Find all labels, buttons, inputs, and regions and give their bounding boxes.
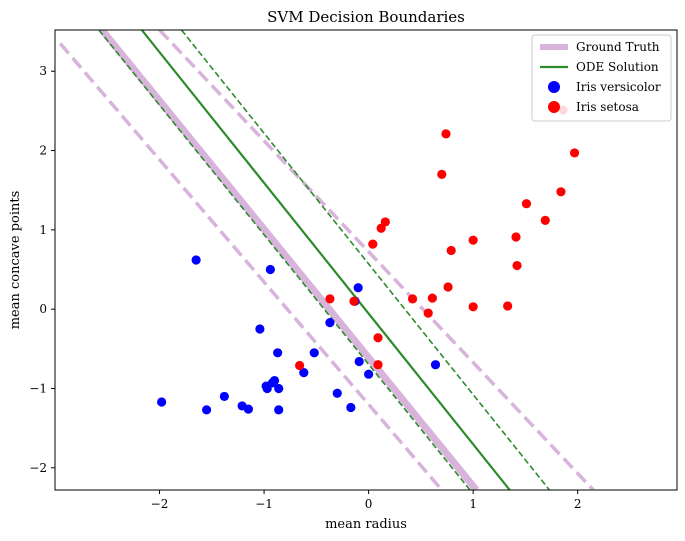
iris-setosa-point-12: [446, 245, 456, 256]
iris-setosa-point-3: [437, 169, 447, 179]
legend: Ground Truth ODE Solution Iris versicolor I…: [531, 34, 672, 122]
iris-setosa-point-6: [540, 215, 550, 225]
y-tick-label-5: 3: [39, 64, 47, 78]
iris-versicolor-point-22: [354, 356, 364, 367]
boundary-lines: [58, 30, 595, 490]
x-tick-label-1: −1: [255, 497, 273, 511]
iris-versicolor-point-18: [201, 405, 212, 415]
y-tick-label-0: −2: [29, 461, 47, 475]
iris-versicolor-point-2: [255, 324, 265, 334]
iris-versicolor-point-14: [219, 391, 229, 402]
legend-swatch-iris-setosa: [548, 101, 560, 113]
legend-box: [531, 34, 672, 122]
legend-swatch-iris-versicolor: [548, 81, 560, 93]
iris-setosa-point-15: [325, 294, 335, 304]
y-axis-label: mean concave points: [8, 191, 23, 330]
iris-versicolor-point-17: [274, 405, 284, 415]
iris-setosa-point-13: [512, 260, 522, 271]
iris-setosa-point-20: [503, 301, 513, 311]
iris-versicolor-point-12: [262, 383, 272, 394]
iris-versicolor-point-19: [157, 397, 167, 407]
x-axis-ticks: −2 −1 0 1 2: [151, 490, 582, 511]
iris-versicolor-point-23: [364, 369, 374, 379]
iris-versicolor-point-6: [353, 283, 363, 293]
iris-setosa-point-16: [407, 294, 418, 304]
iris-setosa-point-8: [376, 223, 386, 233]
data-points: [157, 105, 580, 415]
iris-versicolor-point-0: [191, 255, 201, 265]
x-tick-label-2: 0: [365, 497, 373, 511]
ground-truth-margin-line-1: [58, 42, 444, 490]
ode-solution-margin-line-5: [180, 30, 551, 490]
iris-setosa-point-0: [441, 129, 451, 139]
legend-label-ode-solution: ODE Solution: [576, 60, 659, 74]
legend-label-iris-versicolor: Iris versicolor: [576, 80, 661, 94]
iris-versicolor-point-1: [265, 264, 275, 275]
ground-truth-boundary-line-0: [99, 30, 480, 490]
iris-versicolor-point-5: [325, 318, 335, 328]
iris-versicolor-point-3: [273, 348, 283, 358]
y-tick-label-3: 1: [39, 223, 47, 237]
iris-setosa-point-19: [468, 302, 478, 312]
iris-versicolor-point-24: [430, 360, 441, 370]
x-tick-label-3: 1: [469, 497, 477, 511]
ode-solution-boundary-line-3: [140, 30, 511, 490]
iris-setosa-point-21: [423, 308, 433, 318]
iris-setosa-point-2: [569, 148, 580, 158]
iris-setosa-point-17: [427, 293, 437, 303]
iris-setosa-point-22: [373, 333, 383, 343]
plot-frame: [54, 29, 678, 491]
iris-setosa-point-18: [349, 296, 359, 306]
iris-setosa-point-23: [373, 360, 383, 370]
iris-setosa-point-9: [511, 232, 521, 242]
y-tick-label-1: −1: [29, 381, 47, 395]
iris-setosa-point-5: [521, 199, 532, 209]
iris-setosa-point-11: [368, 239, 378, 249]
iris-versicolor-point-16: [243, 404, 253, 414]
iris-setosa-point-14: [443, 282, 453, 292]
iris-versicolor-point-4: [309, 348, 319, 358]
legend-label-ground-truth: Ground Truth: [576, 40, 660, 54]
iris-versicolor-point-8: [299, 368, 309, 378]
ground-truth-margin-line-2: [158, 30, 595, 490]
iris-versicolor-point-20: [332, 388, 342, 398]
iris-setosa-point-4: [556, 187, 566, 197]
x-tick-label-4: 2: [574, 497, 582, 511]
iris-versicolor-point-21: [346, 402, 356, 413]
iris-versicolor-point-13: [274, 383, 284, 394]
y-axis-ticks: −2 −1 0 1 2 3: [29, 64, 55, 475]
iris-setosa-point-10: [468, 235, 478, 245]
chart-title: SVM Decision Boundaries: [267, 8, 465, 26]
y-tick-label-4: 2: [39, 144, 47, 158]
x-axis-label: mean radius: [325, 517, 407, 532]
legend-label-iris-setosa: Iris setosa: [576, 100, 639, 114]
y-tick-label-2: 0: [39, 302, 47, 316]
x-tick-label-0: −2: [151, 497, 169, 511]
iris-setosa-point-24: [295, 360, 305, 371]
